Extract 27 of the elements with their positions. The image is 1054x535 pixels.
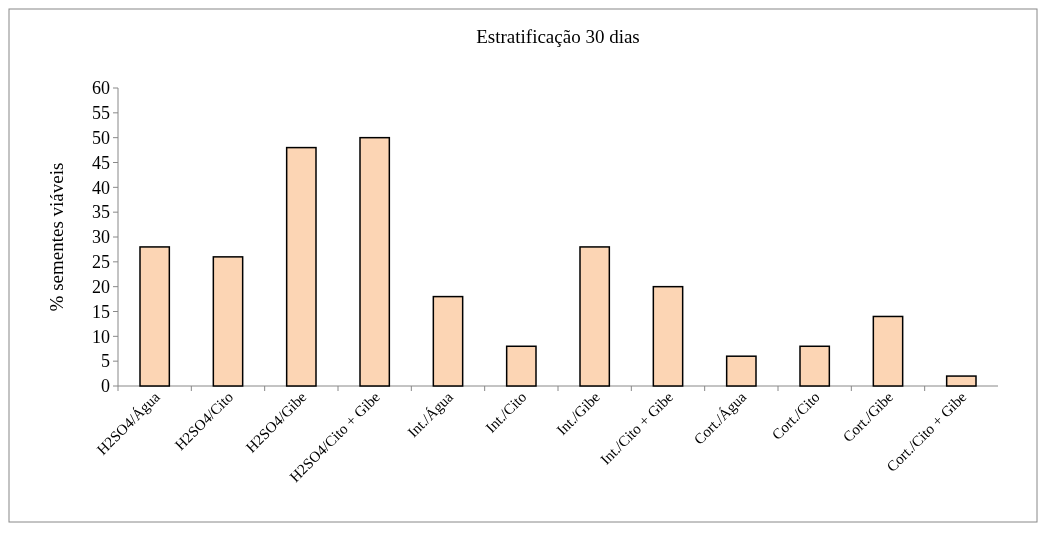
bar <box>285 146 317 387</box>
bar <box>359 136 391 387</box>
chart-title: Estratificação 30 dias <box>476 26 640 47</box>
y-tick-label: 45 <box>92 152 110 173</box>
y-tick-label: 30 <box>92 227 110 248</box>
bar <box>872 315 904 387</box>
bar <box>652 285 684 387</box>
y-tick-label: 60 <box>92 78 110 99</box>
y-tick-label: 10 <box>92 326 110 347</box>
bar <box>799 345 831 387</box>
bar <box>432 295 464 387</box>
bar <box>579 246 611 387</box>
y-tick-label: 0 <box>101 376 110 397</box>
bar <box>139 246 171 387</box>
y-tick-label: 40 <box>92 177 110 198</box>
y-tick-label: 25 <box>92 252 110 273</box>
bar <box>505 345 537 387</box>
bar <box>945 375 977 387</box>
y-axis-title: % sementes viáveis <box>46 162 67 312</box>
y-tick-label: 50 <box>92 127 110 148</box>
y-tick-label: 20 <box>92 276 110 297</box>
bar <box>725 355 757 387</box>
y-tick-label: 55 <box>92 103 110 124</box>
y-tick-label: 15 <box>92 301 110 322</box>
y-tick-label: 5 <box>101 351 110 372</box>
bar <box>212 256 244 387</box>
y-tick-label: 35 <box>92 202 110 223</box>
